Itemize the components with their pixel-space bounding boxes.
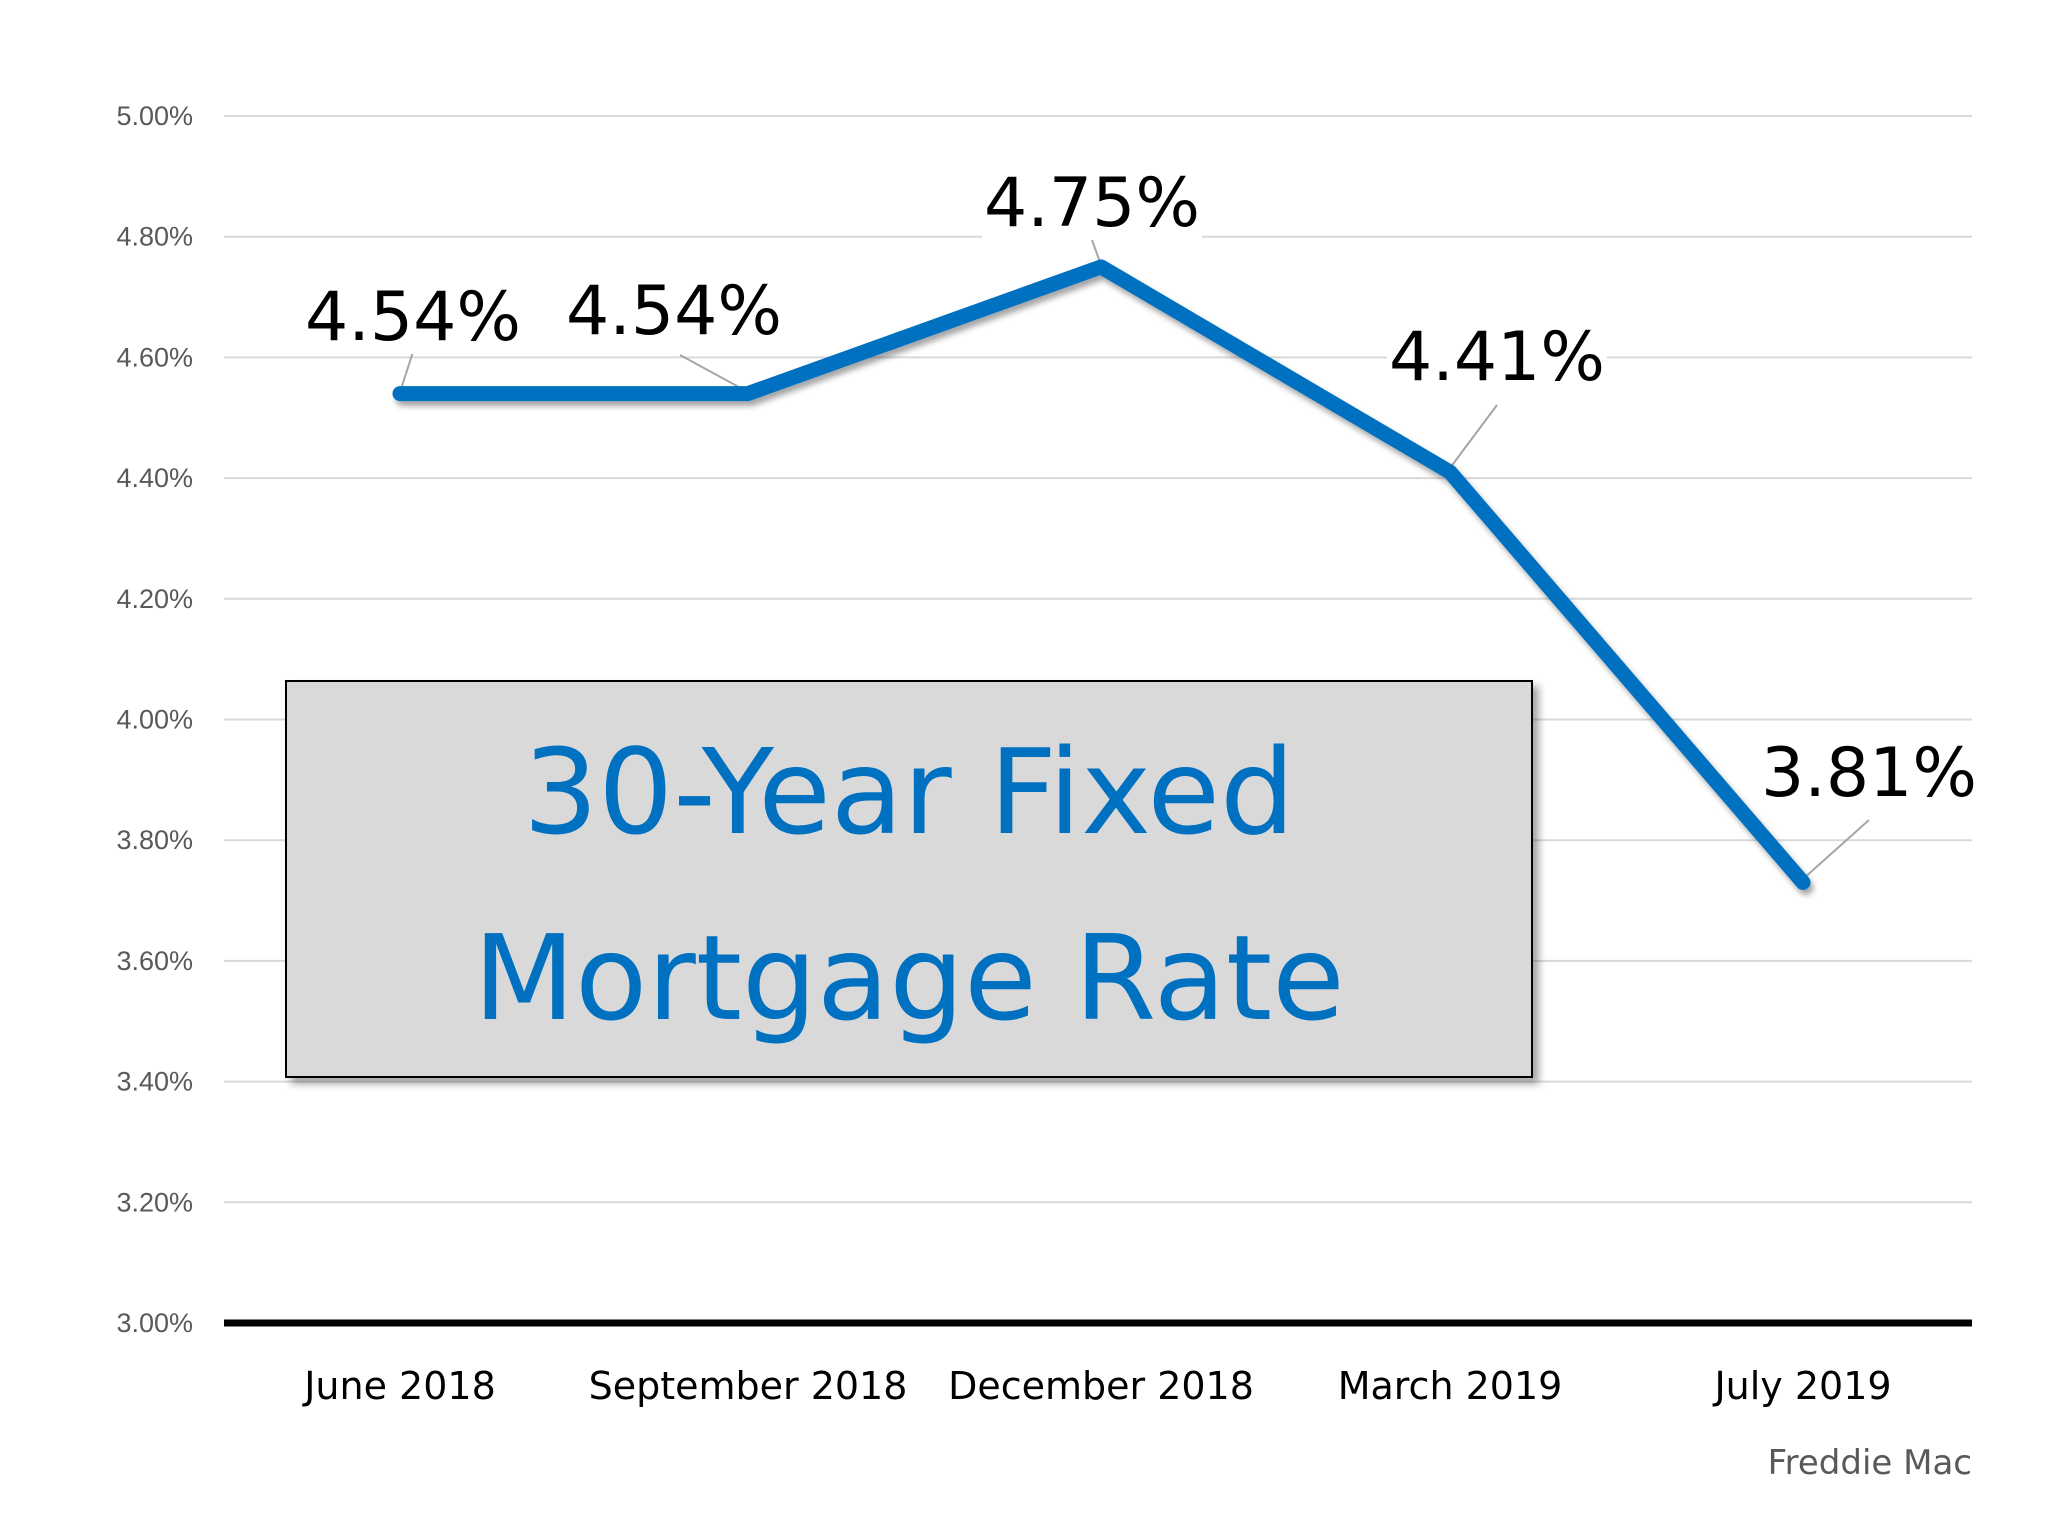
data-label: 4.41% (1389, 318, 1605, 397)
data-point (1802, 881, 1804, 884)
leader-line (399, 351, 414, 393)
y-tick-label: 3.00% (116, 1308, 193, 1338)
data-label: 4.54% (305, 278, 521, 357)
x-tick-label: December 2018 (948, 1364, 1254, 1408)
leader-line (1449, 404, 1498, 469)
y-tick-label: 3.40% (116, 1067, 193, 1097)
y-tick-label: 4.80% (116, 222, 193, 252)
x-tick-label: September 2018 (589, 1364, 908, 1408)
title-box-background (285, 680, 1533, 1078)
data-label-background (303, 278, 523, 354)
y-tick-label: 3.80% (116, 825, 193, 855)
y-tick-label: 3.20% (116, 1187, 193, 1217)
chart-title-box: 30-Year Fixed Mortgage Rate (285, 680, 1533, 1078)
data-label: 4.54% (566, 272, 782, 351)
data-point (399, 392, 401, 395)
x-axis-ticks: June 2018 September 2018 December 2018 Marc… (302, 1364, 1891, 1408)
chart-title-line-2: Mortgage Rate (473, 909, 1345, 1047)
y-tick-label: 4.00% (116, 705, 193, 735)
y-tick-label: 5.00% (116, 101, 193, 131)
data-label-background (564, 272, 784, 348)
data-labels: 4.54% 4.54% 4.75% 4.41% 3.81% (303, 164, 1979, 813)
source-credit: Freddie Mac (1768, 1443, 1972, 1483)
x-tick-label: March 2019 (1338, 1364, 1563, 1408)
chart-title-line-1: 30-Year Fixed (523, 723, 1295, 861)
y-tick-label: 4.40% (116, 463, 193, 493)
x-tick-label: June 2018 (302, 1364, 496, 1408)
y-axis-ticks: 3.00% 3.20% 3.40% 3.60% 3.80% 4.00% 4.20% 4.40%… (116, 101, 193, 1338)
data-label-background (1387, 318, 1607, 394)
x-tick-label: July 2019 (1712, 1364, 1891, 1408)
data-label: 3.81% (1761, 734, 1977, 813)
data-point (1449, 471, 1451, 474)
data-point (747, 392, 749, 395)
leader-line (679, 354, 749, 393)
y-tick-label: 4.20% (116, 584, 193, 614)
data-label-background (1759, 734, 1979, 810)
y-tick-label: 4.60% (116, 342, 193, 372)
data-label: 4.75% (984, 164, 1200, 243)
leader-line (1802, 819, 1870, 880)
data-point (1100, 265, 1102, 268)
series-line-group (392, 259, 1811, 890)
data-label-background (982, 164, 1202, 240)
y-tick-label: 3.60% (116, 946, 193, 976)
